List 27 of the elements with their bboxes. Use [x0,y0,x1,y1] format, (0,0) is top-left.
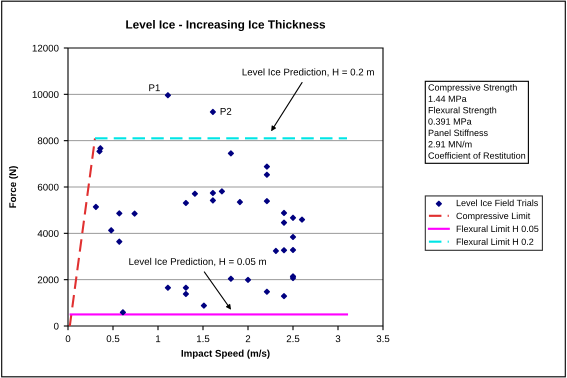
annotation: P2 [220,108,232,115]
y-tick-label: 2000 [38,276,59,284]
x-tick-label: 0 [66,335,70,342]
legend-label: Level Ice Field Trials [456,200,538,206]
text: Compressive Strength 1.44 MPa Flexural Strength 0.391 MPa Panel Stiffness 2.91 MN/m Coefficient of Restitution [428,84,526,159]
legend-label: Flexural Limit H 0.2 [456,238,534,245]
x-tick-label: 0.5 [106,335,120,342]
y-tick-label: 10000 [32,91,59,98]
x-tick-label: 3 [336,335,340,342]
annotation: Level Ice Prediction, H = 0.05 m [129,258,266,266]
y-tick-label: 12000 [32,44,59,52]
chart-title: Level Ice - Increasing Ice Thickness [126,20,326,32]
x-tick-label: 2.5 [286,335,300,342]
x-tick-label: 1.5 [196,335,210,342]
y-tick-label: 8000 [38,137,59,144]
legend-label: Flexural Limit H 0.05 [456,225,538,232]
y-tick-label: 4000 [38,230,59,237]
y-tick-label: 6000 [38,184,59,191]
x-axis-title: Impact Speed (m/s) [182,350,270,359]
annotation: P1 [149,84,160,92]
x-tick-label: 3.5 [376,335,390,342]
x-tick-label: 2 [246,335,250,342]
y-axis-title: Force (N) [8,166,18,208]
x-tick-label: 1 [156,335,160,342]
legend-label: Compressive Limit [456,212,530,221]
annotation: Level Ice Prediction, H = 0.2 m [242,68,374,77]
y-tick-label: 0 [54,322,59,330]
